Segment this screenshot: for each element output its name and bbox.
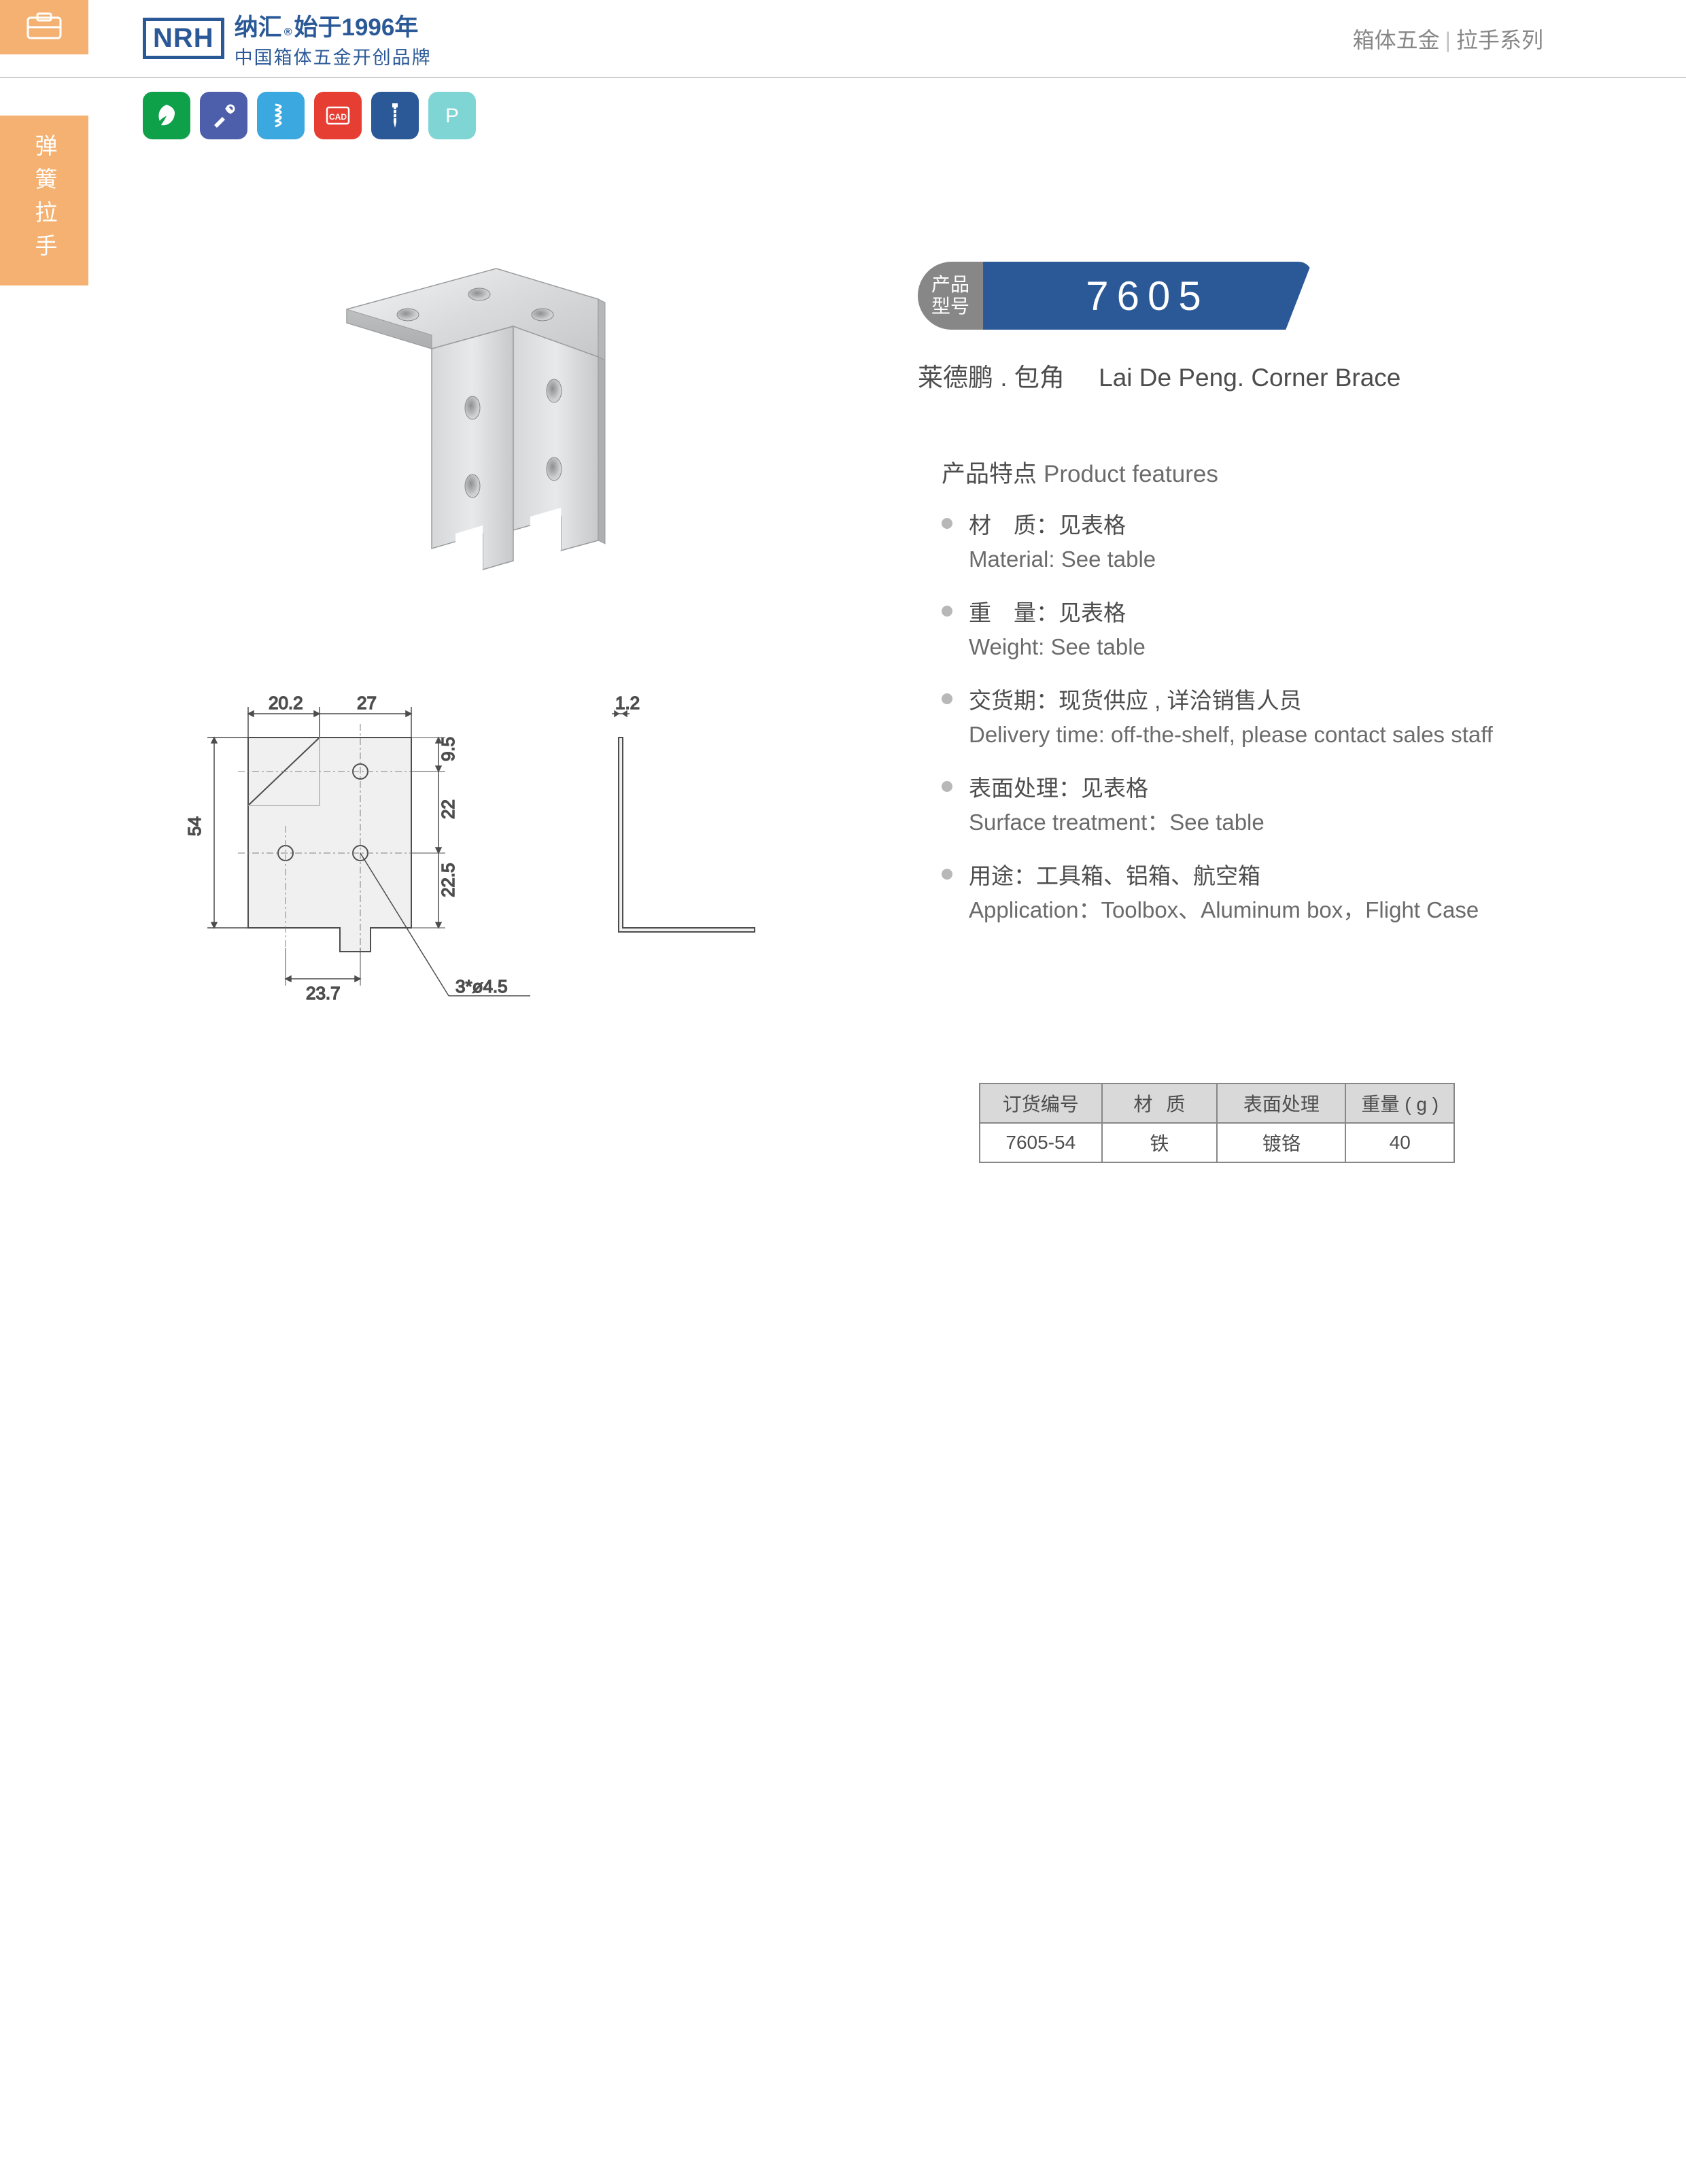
- dim-holes: 3*ø4.5: [455, 976, 508, 996]
- feature-item: 交货期：现货供应 , 详洽销售人员Delivery time: off-the-…: [942, 684, 1564, 751]
- side-tab-label: 弹簧拉手: [0, 116, 88, 285]
- cad-icon: CAD: [314, 92, 362, 139]
- table-row: 7605-54 铁 镀铬 40: [980, 1123, 1454, 1162]
- spec-table: 订货编号 材质 表面处理 重量 ( g ) 7605-54 铁 镀铬 40: [979, 1083, 1455, 1163]
- product-image: [245, 207, 721, 629]
- screw-icon: [371, 92, 419, 139]
- feature-item: 用途：工具箱、铝箱、航空箱Application：Toolbox、Aluminu…: [942, 859, 1564, 926]
- side-tab-icon: [0, 0, 88, 54]
- dim-w2: 27: [357, 693, 377, 713]
- dim-bottom: 23.7: [306, 983, 341, 1003]
- feature-item: 重 量：见表格Weight: See table: [942, 596, 1564, 663]
- model-number-wrap: 7605: [983, 262, 1312, 330]
- dim-v1: 9.5: [438, 737, 458, 761]
- dim-v2: 22: [438, 799, 458, 819]
- model-number: 7605: [1086, 273, 1209, 319]
- model-label: 产品 型号: [918, 262, 983, 330]
- breadcrumb-category: 箱体五金: [1353, 28, 1440, 52]
- logo-mark: NRH: [143, 18, 224, 59]
- breadcrumb-series: 拉手系列: [1456, 28, 1543, 52]
- p-icon: P: [428, 92, 476, 139]
- dim-w1: 20.2: [269, 693, 303, 713]
- feature-item: 表面处理：见表格Surface treatment：See table: [942, 772, 1564, 839]
- table-header: 订货编号: [980, 1084, 1102, 1123]
- header: NRH 纳汇®始于1996年 中国箱体五金开创品牌 箱体五金|拉手系列: [0, 0, 1686, 78]
- table-header: 表面处理: [1217, 1084, 1345, 1123]
- model-badge: 产品 型号 7605: [918, 262, 1312, 330]
- svg-text:CAD: CAD: [329, 112, 347, 122]
- tools-icon: [200, 92, 247, 139]
- svg-text:P: P: [445, 105, 459, 127]
- spring-icon: [257, 92, 305, 139]
- dim-h: 54: [184, 816, 205, 836]
- brand-line1: 纳汇®始于1996年: [235, 8, 432, 43]
- dim-v3: 22.5: [438, 863, 458, 897]
- product-subtitle: 莱德鹏 . 包角 Lai De Peng. Corner Brace: [918, 357, 1564, 394]
- feature-item: 材 质：见表格Material: See table: [942, 508, 1564, 576]
- breadcrumb: 箱体五金|拉手系列: [1353, 23, 1543, 54]
- technical-drawing: 20.2 27 1.2 54: [143, 656, 823, 1037]
- logo: NRH 纳汇®始于1996年 中国箱体五金开创品牌: [143, 8, 432, 69]
- eco-icon: [143, 92, 190, 139]
- dim-thickness: 1.2: [615, 693, 640, 713]
- side-tab-text: 弹簧拉手: [28, 134, 61, 267]
- brand-line2: 中国箱体五金开创品牌: [235, 43, 432, 69]
- table-header: 重量 ( g ): [1345, 1084, 1454, 1123]
- features-list: 材 质：见表格Material: See table 重 量：见表格Weight…: [942, 508, 1564, 926]
- icon-row: CAD P: [0, 78, 1686, 139]
- table-header: 材质: [1102, 1084, 1218, 1123]
- features-title: 产品特点Product features: [942, 455, 1564, 489]
